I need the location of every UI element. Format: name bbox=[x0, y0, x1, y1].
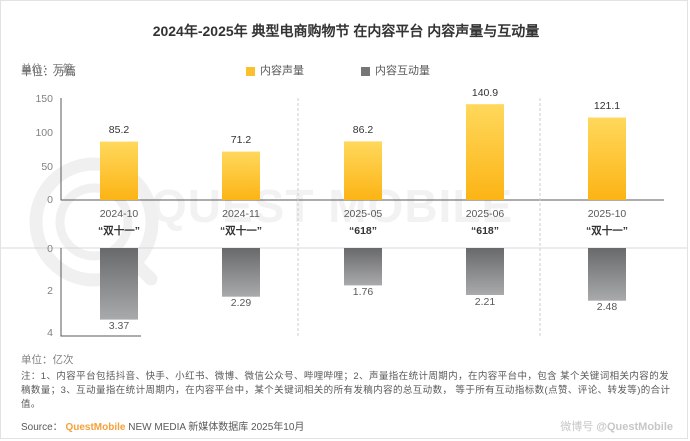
svg-text:单位：亿次: 单位：亿次 bbox=[21, 353, 74, 366]
svg-text:140.9: 140.9 bbox=[472, 87, 498, 99]
svg-text:1.76: 1.76 bbox=[353, 286, 374, 298]
svg-text:121.1: 121.1 bbox=[594, 100, 620, 112]
svg-text:50: 50 bbox=[41, 161, 53, 173]
svg-text:2.48: 2.48 bbox=[597, 301, 618, 313]
svg-text:0: 0 bbox=[47, 243, 53, 255]
svg-text:“双十一”: “双十一” bbox=[220, 224, 262, 237]
svg-text:2025-06: 2025-06 bbox=[466, 208, 505, 220]
svg-text:“双十一”: “双十一” bbox=[98, 224, 140, 237]
svg-text:“618”: “618” bbox=[471, 225, 499, 237]
svg-text:2.29: 2.29 bbox=[231, 297, 252, 309]
svg-text:2: 2 bbox=[47, 285, 53, 297]
svg-text:“双十一”: “双十一” bbox=[586, 224, 628, 237]
svg-text:0: 0 bbox=[47, 194, 53, 206]
svg-text:2024-11: 2024-11 bbox=[222, 208, 260, 220]
svg-text:100: 100 bbox=[35, 127, 53, 139]
svg-text:4: 4 bbox=[47, 327, 53, 339]
svg-text:“618”: “618” bbox=[349, 225, 377, 237]
svg-text:2.21: 2.21 bbox=[475, 296, 496, 308]
svg-text:2024-10: 2024-10 bbox=[100, 208, 139, 220]
svg-text:3.37: 3.37 bbox=[109, 320, 130, 332]
svg-text:单位：万篇: 单位：万篇 bbox=[21, 62, 74, 75]
svg-text:85.2: 85.2 bbox=[109, 124, 130, 136]
svg-text:2025-10: 2025-10 bbox=[588, 208, 627, 220]
svg-text:150: 150 bbox=[35, 93, 53, 105]
svg-text:2025-05: 2025-05 bbox=[344, 208, 383, 220]
svg-text:71.2: 71.2 bbox=[231, 134, 252, 146]
svg-text:86.2: 86.2 bbox=[353, 124, 374, 136]
